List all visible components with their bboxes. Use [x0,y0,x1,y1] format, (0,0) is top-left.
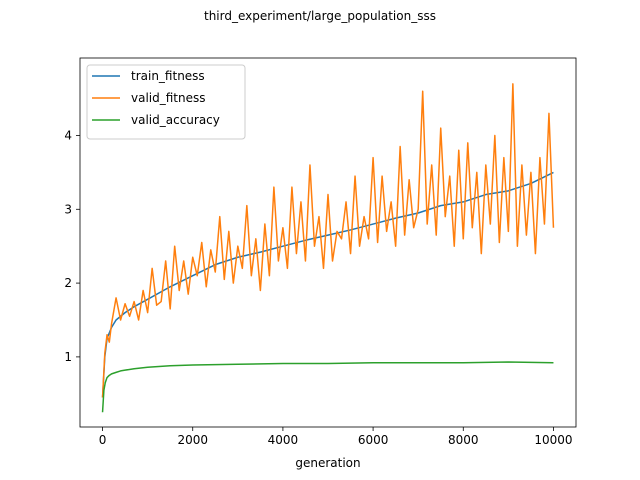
y-axis: 1 2 3 4 [64,128,80,364]
x-tick-label: 4000 [268,433,299,447]
x-tick-label: 0 [99,433,107,447]
y-tick-label: 1 [64,350,72,364]
legend-label-valid-fitness: valid_fitness [131,91,206,105]
series-line-valid-accuracy [101,361,554,413]
chart-title: third_experiment/large_population_sss [204,9,436,23]
series-line-valid-fitness [101,83,555,398]
legend-label-valid-accuracy: valid_accuracy [131,113,220,127]
y-tick-label: 4 [64,128,72,142]
x-axis: 0 2000 4000 6000 8000 10000 [99,427,573,447]
x-tick-label: 6000 [358,433,389,447]
y-tick-label: 2 [64,276,72,290]
plot-frame [79,57,577,428]
legend-label-train-fitness: train_fitness [131,69,205,83]
x-tick-label: 8000 [448,433,479,447]
legend-box [86,64,246,140]
legend: train_fitness valid_fitness valid_accuracy [86,64,246,140]
x-tick-label: 10000 [534,433,572,447]
series-layer [101,83,555,413]
series-line-train-fitness [101,171,554,398]
y-tick-label: 3 [64,202,72,216]
x-axis-label: generation [295,456,360,470]
x-tick-label: 2000 [177,433,208,447]
